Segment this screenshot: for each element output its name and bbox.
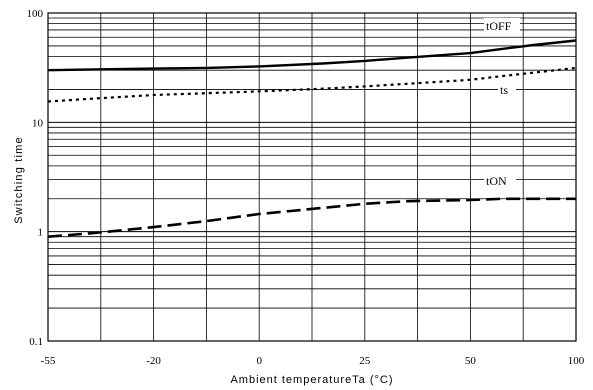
x-tick-label: 0	[256, 355, 262, 367]
series-label-bg	[484, 173, 516, 188]
vertical-gridlines	[100, 13, 524, 341]
series-label-toff: tOFF	[486, 19, 512, 33]
x-tick-label: 25	[359, 355, 371, 367]
series-line-ton	[47, 197, 576, 238]
x-tick-label: -20	[146, 355, 161, 367]
x-tick-labels: -55 -20 0 25 50 100	[41, 355, 585, 367]
x-tick-label: 50	[465, 355, 477, 367]
series-line-ts	[47, 66, 577, 103]
y-axis-label: Switching time	[13, 136, 25, 224]
series-label-bg	[498, 82, 516, 97]
series-label-ton: tON	[486, 174, 507, 188]
y-tick-label: 10	[32, 117, 44, 129]
series-label-ts: ts	[500, 83, 508, 97]
series-line-toff	[47, 39, 577, 72]
y-tick-label: 100	[27, 8, 44, 20]
y-tick-label: 0.1	[29, 336, 43, 348]
y-tick-label: 1	[38, 227, 44, 239]
x-tick-label: 100	[568, 355, 585, 367]
series-label-bg	[484, 18, 520, 33]
x-axis-label: Ambient temperatureTa (°C)	[230, 374, 393, 386]
series-layer: tOFF ts tON	[47, 18, 577, 238]
plot-frame	[47, 12, 577, 342]
y-tick-labels: 100 10 1 0.1	[27, 8, 44, 348]
x-tick-label: -55	[41, 355, 56, 367]
